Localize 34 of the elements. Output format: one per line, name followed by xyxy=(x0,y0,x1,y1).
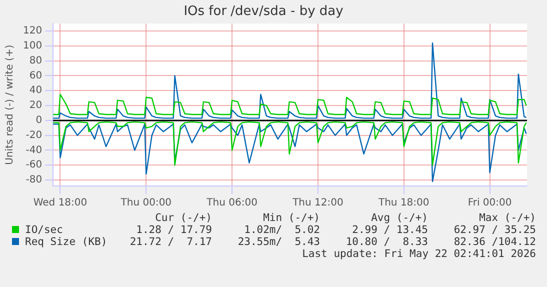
chart-title: IOs for /dev/sda - by day xyxy=(184,4,344,20)
text: 1.28 / 17.79 xyxy=(135,224,212,236)
text: Min (-/+) xyxy=(262,212,320,224)
text: 82.36 /104.12 xyxy=(452,236,536,248)
y-tick-label: 120 xyxy=(22,26,42,37)
y-tick-label: 60 xyxy=(29,70,42,82)
legend-label: Req Size (KB) xyxy=(25,236,108,248)
text: Cur (-/+) xyxy=(154,212,212,224)
y-tick-label: -40 xyxy=(26,144,42,156)
y-tick-label: -60 xyxy=(26,160,42,171)
y-tick-label: 100 xyxy=(22,40,42,52)
text: Max (-/+) xyxy=(478,212,536,224)
x-tick-label: Thu 12:00 xyxy=(292,198,344,209)
y-tick-label: 40 xyxy=(29,85,42,96)
x-tick-label: Fri 00:00 xyxy=(468,198,512,209)
text: 23.55m/ 5.43 xyxy=(236,236,320,248)
text: 62.97 / 35.25 xyxy=(452,224,536,236)
text: 1.02m/ 5.02 xyxy=(243,224,320,236)
y-tick-label: 20 xyxy=(29,100,42,112)
text: Avg (-/+) xyxy=(370,212,428,224)
x-tick-label: Thu 06:00 xyxy=(206,198,258,209)
x-tick-label: Thu 18:00 xyxy=(377,198,430,209)
y-tick-label: 80 xyxy=(29,55,42,66)
x-tick-label: Thu 00:00 xyxy=(120,198,172,209)
y-tick-label: -80 xyxy=(26,174,42,186)
y-axis-title: Units read (-) / write (+) xyxy=(4,44,16,165)
text: 21.72 / 7.17 xyxy=(130,236,212,248)
legend-label: IO/sec xyxy=(25,224,63,236)
y-tick-label: 0 xyxy=(36,115,42,126)
text: 2.99 / 13.45 xyxy=(351,224,428,236)
text: 10.80 / 8.33 xyxy=(344,236,428,248)
x-tick-label: Wed 18:00 xyxy=(33,198,88,209)
text: Last update: Fri May 22 02:41:01 2026 xyxy=(301,248,536,260)
y-tick-label: -20 xyxy=(26,130,42,141)
